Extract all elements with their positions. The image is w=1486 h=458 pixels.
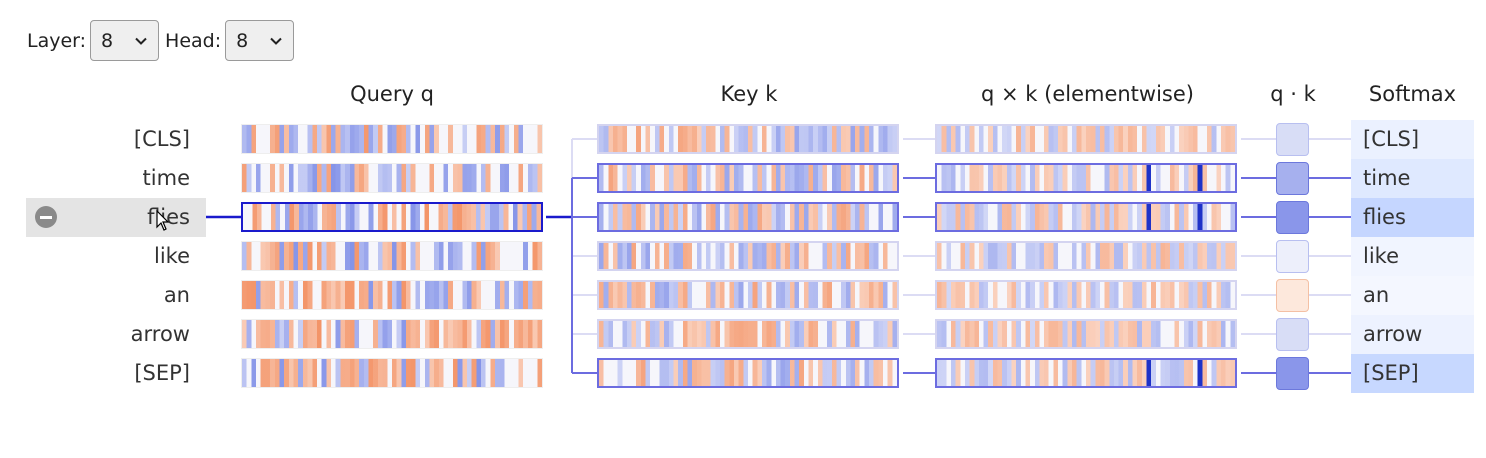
softmax-cell: flies xyxy=(1351,198,1474,237)
product-strip xyxy=(935,202,1237,232)
dot-product-cell xyxy=(1276,162,1309,195)
softmax-token-label: [CLS] xyxy=(1363,127,1420,151)
controls-bar: Layer: 8 Head: 8 xyxy=(27,20,300,61)
key-strip xyxy=(597,163,899,193)
dot-product-cell xyxy=(1276,201,1309,234)
softmax-cell: arrow xyxy=(1351,315,1474,354)
dot-product-cell xyxy=(1276,318,1309,351)
softmax-cell: time xyxy=(1351,159,1474,198)
mouse-cursor-icon xyxy=(156,210,170,231)
key-strip xyxy=(597,280,899,310)
product-strip xyxy=(935,124,1237,154)
key-strip xyxy=(597,124,899,154)
product-strip xyxy=(935,280,1237,310)
token-0[interactable]: [CLS] xyxy=(26,120,206,159)
softmax-token-label: time xyxy=(1363,166,1411,190)
query-strip xyxy=(241,163,543,193)
key-strip xyxy=(597,202,899,232)
softmax-token-label: an xyxy=(1363,283,1390,307)
layer-select[interactable]: 8 xyxy=(90,20,160,61)
softmax-token-label: flies xyxy=(1363,205,1406,229)
dot-product-cell xyxy=(1276,240,1309,273)
token-label: time xyxy=(142,166,190,190)
softmax-token-label: like xyxy=(1363,244,1400,268)
softmax-token-label: arrow xyxy=(1363,322,1423,346)
head-value: 8 xyxy=(236,29,249,52)
softmax-cell: like xyxy=(1351,237,1474,276)
token-2[interactable]: flies xyxy=(26,198,206,237)
token-6[interactable]: [SEP] xyxy=(26,354,206,393)
query-strip xyxy=(241,124,543,154)
token-4[interactable]: an xyxy=(26,276,206,315)
token-label: arrow xyxy=(130,322,190,346)
token-label: [CLS] xyxy=(133,127,190,151)
product-strip xyxy=(935,319,1237,349)
key-strip xyxy=(597,319,899,349)
dot-product-header: q · k xyxy=(1270,82,1316,106)
head-select[interactable]: 8 xyxy=(225,20,295,61)
product-strip xyxy=(935,358,1237,388)
token-1[interactable]: time xyxy=(26,159,206,198)
query-strip xyxy=(241,319,543,349)
product-strip xyxy=(935,241,1237,271)
softmax-token-label: [SEP] xyxy=(1363,361,1419,385)
dot-product-cell xyxy=(1276,279,1309,312)
query-strip xyxy=(241,358,543,388)
token-label: like xyxy=(153,244,190,268)
dot-product-cell xyxy=(1276,357,1309,390)
token-3[interactable]: like xyxy=(26,237,206,276)
key-strip xyxy=(597,358,899,388)
token-5[interactable]: arrow xyxy=(26,315,206,354)
token-label: flies xyxy=(147,205,190,229)
softmax-cell: [SEP] xyxy=(1351,354,1474,393)
query-header: Query q xyxy=(350,82,434,106)
product-strip xyxy=(935,163,1237,193)
chevron-down-icon xyxy=(135,37,147,45)
product-header: q × k (elementwise) xyxy=(981,82,1194,106)
minus-circle-icon[interactable] xyxy=(35,206,57,228)
query-strip xyxy=(241,202,543,232)
key-strip xyxy=(597,241,899,271)
softmax-cell: [CLS] xyxy=(1351,120,1474,159)
query-strip xyxy=(241,241,543,271)
layer-label: Layer: xyxy=(27,29,87,52)
token-label: [SEP] xyxy=(134,361,190,385)
chevron-down-icon xyxy=(270,37,282,45)
layer-value: 8 xyxy=(101,29,114,52)
dot-product-cell xyxy=(1276,123,1309,156)
softmax-cell: an xyxy=(1351,276,1474,315)
key-header: Key k xyxy=(720,82,778,106)
query-strip xyxy=(241,280,543,310)
head-label: Head: xyxy=(165,29,222,52)
token-label: an xyxy=(163,283,190,307)
softmax-header: Softmax xyxy=(1368,82,1457,106)
